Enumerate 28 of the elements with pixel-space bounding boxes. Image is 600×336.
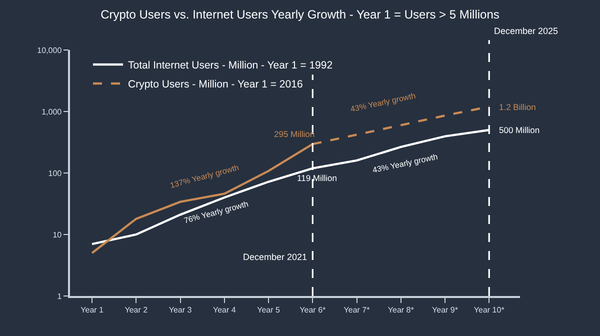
- y-tick-label: 10,000: [37, 46, 62, 55]
- ref-line-label: December 2025: [494, 26, 558, 36]
- ref-line-label: December 2021: [243, 252, 308, 262]
- y-tick-label: 1,000: [42, 107, 62, 116]
- x-tick-label: Year 6*: [300, 305, 326, 314]
- annotation: 43% Yearly growth: [350, 91, 416, 114]
- annotation: 137% Yearly growth: [169, 163, 240, 190]
- x-tick-label: Year 3: [168, 305, 192, 314]
- chart-title: Crypto Users vs. Internet Users Yearly Growth - Year 1 = Users > 5 Millions: [100, 7, 500, 22]
- x-tick-label: Year 2: [124, 305, 148, 314]
- annotation: 295 Million: [274, 129, 315, 139]
- x-tick-label: Year 4: [212, 305, 236, 314]
- y-tick-label: 100: [48, 168, 62, 178]
- annotation: 500 Million: [499, 125, 540, 135]
- annotation: 76% Yearly growth: [183, 199, 250, 226]
- annotation: 1.2 Billion: [499, 102, 536, 112]
- annotation: 119 Million: [297, 173, 338, 183]
- x-tick-label: Year 8*: [388, 305, 414, 314]
- x-tick-label: Year 7*: [344, 305, 370, 314]
- x-tick-label: Year 1: [80, 305, 104, 314]
- y-tick-label: 10: [52, 230, 62, 240]
- annotation: 43% Yearly growth: [372, 152, 439, 175]
- legend-label: Total Internet Users - Million - Year 1 = 1992: [128, 60, 333, 72]
- y-tick-label: 1: [57, 292, 62, 301]
- x-tick-label: Year 10*: [474, 305, 504, 314]
- legend-label: Crypto Users - Million - Year 1 = 2016: [128, 78, 303, 91]
- x-tick-label: Year 5: [257, 305, 280, 314]
- x-tick-label: Year 9*: [432, 305, 458, 314]
